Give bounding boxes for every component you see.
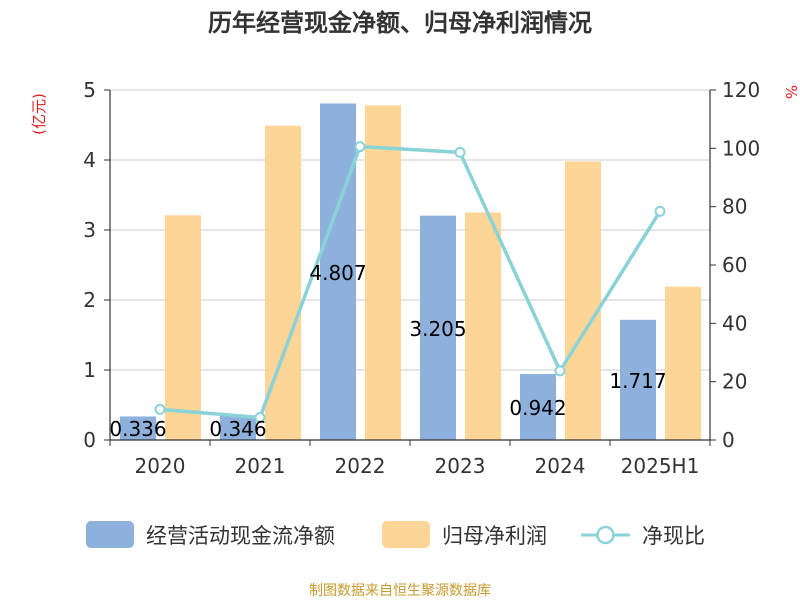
- data-source-note: 制图数据来自恒生聚源数据库: [309, 583, 491, 599]
- ratio-line-path: [159, 144, 662, 420]
- left-axis-unit: (亿元): [30, 93, 48, 135]
- right-axis-tick-label: 60: [722, 253, 747, 277]
- bar-net-profit[interactable]: [365, 105, 401, 441]
- data-label-cash-flow: 1.717: [609, 369, 666, 393]
- right-axis-tick-label: 0: [722, 428, 735, 452]
- left-axis-tick-label: 5: [83, 78, 96, 102]
- chart-title: 历年经营现金净额、归母净利润情况: [208, 9, 592, 37]
- ratio-point[interactable]: [554, 365, 566, 377]
- right-axis-tick-label: 80: [722, 195, 747, 219]
- left-axis-tick-label: 3: [83, 218, 96, 242]
- bar-net-profit[interactable]: [165, 215, 201, 440]
- ratio-point[interactable]: [454, 146, 466, 158]
- gridlines: [110, 89, 710, 371]
- x-axis-tick-label: 2023: [435, 454, 486, 478]
- bar-cash-flow[interactable]: [320, 103, 356, 440]
- ratio-point[interactable]: [154, 403, 166, 415]
- ratio-point[interactable]: [654, 205, 666, 217]
- data-label-cash-flow: 4.807: [309, 261, 366, 285]
- bar-net-profit[interactable]: [565, 161, 601, 440]
- x-axis-tick-label: 2022: [335, 454, 386, 478]
- data-label-cash-flow: 0.942: [509, 396, 566, 420]
- x-axis-tick-label: 2025H1: [621, 454, 700, 478]
- axes: 0 1 2 3 4 5 0 20 40 60 80 100 120 2020 2021 2022 2023 202…: [83, 78, 760, 478]
- data-label-cash-flow: 0.346: [209, 417, 266, 441]
- x-axis-tick-label: 2024: [535, 454, 586, 478]
- x-axis-tick-label: 2020: [135, 454, 186, 478]
- legend-swatch-cash-flow[interactable]: [86, 521, 134, 548]
- left-axis-tick-label: 1: [83, 358, 96, 382]
- legend-label-ratio[interactable]: 净现比: [642, 524, 705, 548]
- ratio-line: [154, 141, 666, 424]
- legend: 经营活动现金流净额 归母净利润 净现比: [86, 521, 705, 548]
- ratio-point[interactable]: [254, 412, 266, 424]
- legend-swatch-net-profit[interactable]: [382, 521, 430, 548]
- right-axis-unit: %: [782, 85, 800, 99]
- left-axis-tick-label: 2: [83, 288, 96, 312]
- data-labels: 0.336 0.346 4.807 3.205 0.942 1.717: [109, 261, 666, 441]
- bar-cash-flow[interactable]: [420, 215, 456, 440]
- bar-cash-flow[interactable]: [520, 374, 556, 440]
- bar-cash-flow[interactable]: [220, 415, 256, 440]
- left-axis-tick-label: 0: [83, 428, 96, 452]
- legend-label-net-profit[interactable]: 归母净利润: [442, 524, 547, 548]
- legend-label-cash-flow[interactable]: 经营活动现金流净额: [146, 524, 335, 548]
- data-label-cash-flow: 0.336: [109, 417, 166, 441]
- right-axis-tick-label: 100: [722, 136, 760, 160]
- bar-net-profit[interactable]: [665, 286, 701, 440]
- legend-marker-sample: [596, 525, 615, 545]
- left-axis-tick-label: 4: [83, 148, 96, 172]
- right-axis-tick-label: 120: [722, 78, 760, 102]
- right-axis-tick-label: 20: [722, 370, 747, 394]
- data-label-cash-flow: 3.205: [409, 317, 466, 341]
- bar-cash-flow[interactable]: [620, 319, 656, 440]
- right-axis-tick-label: 40: [722, 311, 747, 335]
- x-axis-tick-label: 2021: [235, 454, 286, 478]
- legend-swatch-ratio[interactable]: [581, 525, 630, 545]
- bar-cash-flow[interactable]: [120, 416, 156, 440]
- ratio-point[interactable]: [354, 141, 366, 153]
- bar-net-profit[interactable]: [465, 212, 501, 441]
